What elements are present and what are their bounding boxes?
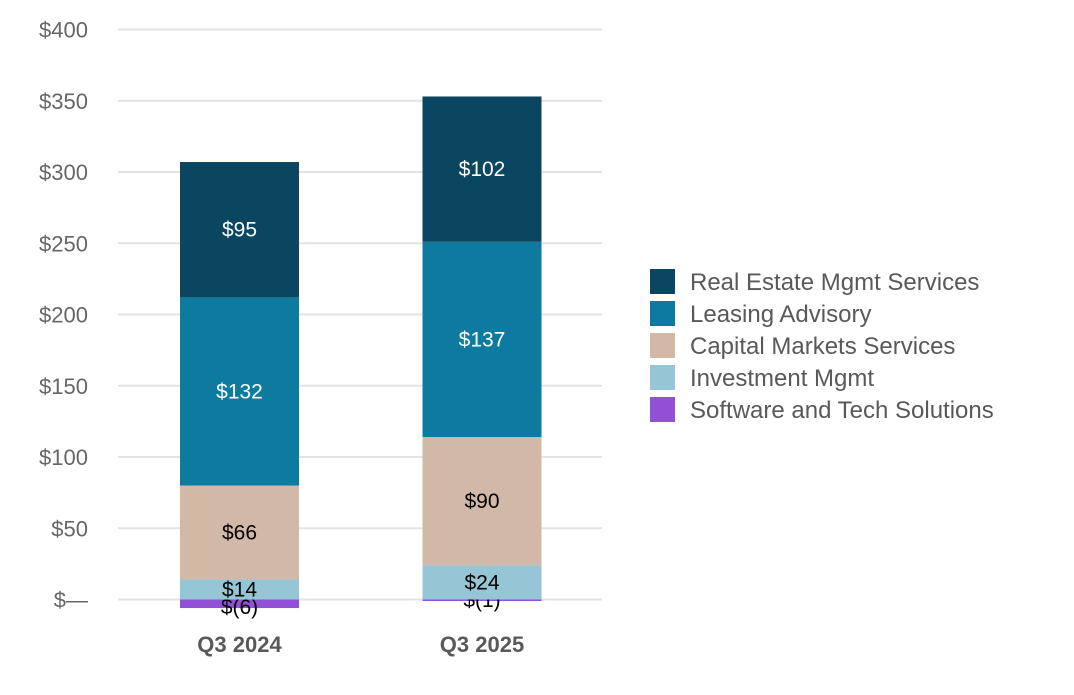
legend: Real Estate Mgmt Services Leasing Advisor… [650,269,994,424]
data-label: $95 [222,219,257,242]
legend-label: Investment Mgmt [690,365,874,392]
y-tick-label: $400 [39,18,88,43]
legend-item: Leasing Advisory [650,301,871,328]
legend-item: Real Estate Mgmt Services [650,269,979,296]
bar-segment [422,96,542,242]
bar-segment [422,437,542,566]
bar-segment [422,241,542,438]
legend-swatch [650,365,675,390]
y-tick-label: $150 [39,374,88,399]
data-label: $66 [222,522,257,545]
y-tick-label: $350 [39,89,88,114]
data-label: $14 [222,579,257,602]
bar-segment [180,485,299,580]
legend-label: Leasing Advisory [690,301,871,328]
y-tick-label: $200 [39,303,88,328]
bar-segment [180,297,299,486]
y-tick-label: $250 [39,231,88,256]
bar-segment [180,162,299,298]
data-label: $132 [216,380,263,403]
legend-swatch [650,301,675,326]
bar-segment [422,565,542,600]
legend-swatch [650,333,675,358]
bar-segment [422,599,542,601]
legend-label: Capital Markets Services [690,333,955,360]
legend-swatch [650,397,675,422]
legend-item: Capital Markets Services [650,333,955,360]
legend-item: Investment Mgmt [650,365,874,392]
x-tick-label: Q3 2024 [197,632,282,657]
x-axis: Q3 2024 Q3 2025 [197,632,524,657]
data-label: $(6) [221,596,258,619]
legend-label: Real Estate Mgmt Services [690,269,979,296]
data-label: $102 [459,158,506,181]
legend-label: Software and Tech Solutions [690,397,994,424]
data-label: $137 [459,328,506,351]
legend-item: Software and Tech Solutions [650,397,994,424]
data-label: $90 [464,490,499,513]
y-tick-label: $— [54,588,88,613]
y-tick-label: $50 [51,516,88,541]
legend-swatch [650,269,675,294]
bars: $(6)$14$66$132$95$(1)$24$90$137$102 [180,96,542,619]
y-axis: $— $50 $100 $150 $200 $250 $300 $350 $400 [39,18,88,613]
y-tick-label: $100 [39,445,88,470]
bar-segment [180,579,299,600]
x-tick-label: Q3 2025 [440,632,524,657]
bar-segment [180,599,299,609]
data-label: $24 [464,571,499,594]
y-tick-label: $300 [39,160,88,185]
